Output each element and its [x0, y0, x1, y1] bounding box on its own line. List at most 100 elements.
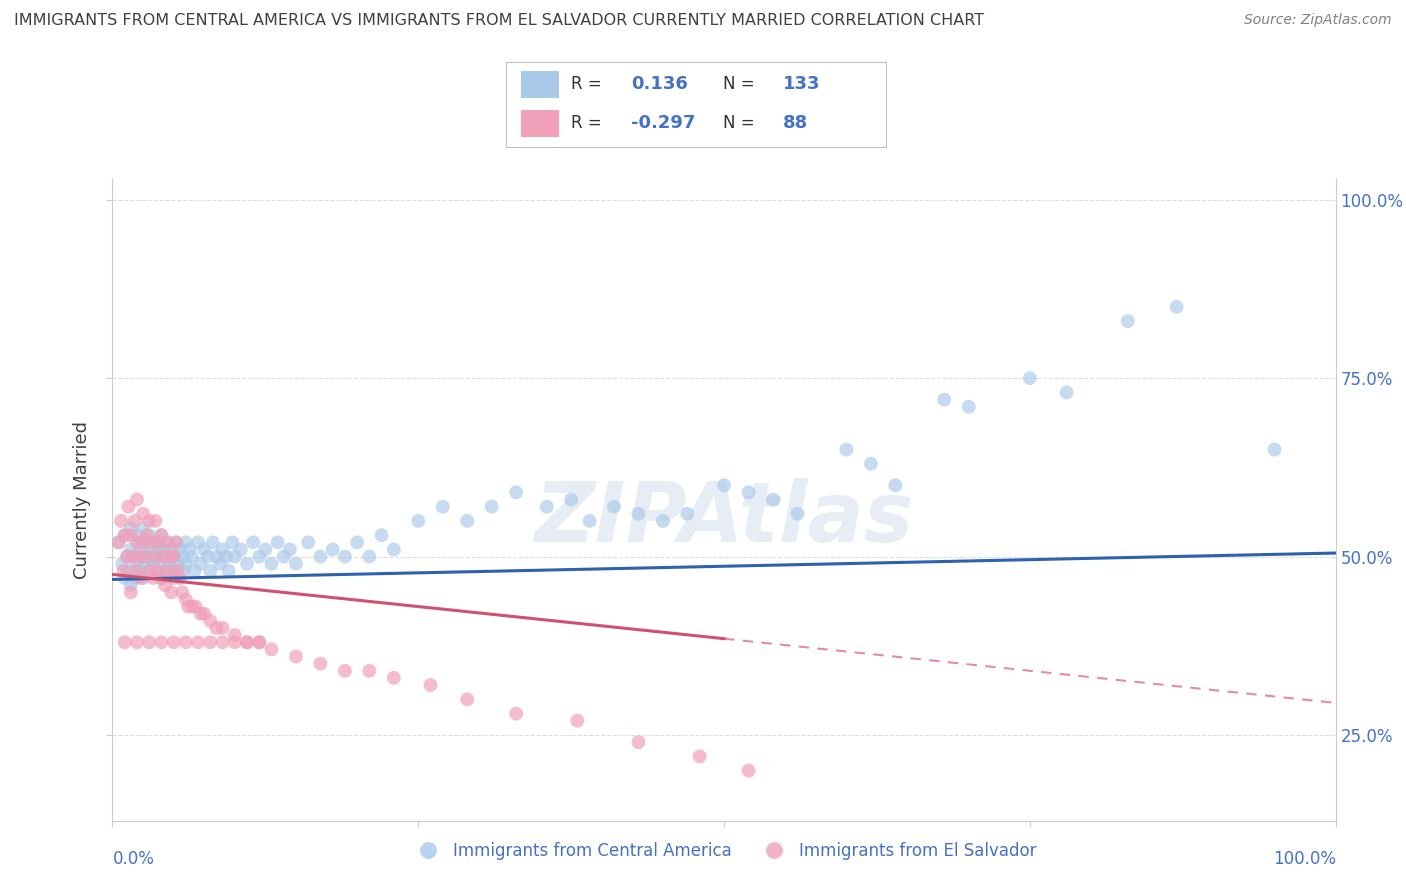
Point [190, 557, 212, 571]
Point [114, 528, 136, 542]
Point [174, 635, 197, 649]
Point [297, 535, 319, 549]
Point [211, 635, 233, 649]
Text: -0.297: -0.297 [631, 114, 696, 132]
Point [934, 392, 956, 407]
Point [242, 535, 264, 549]
Point [172, 564, 194, 578]
Point [193, 542, 215, 557]
Point [150, 528, 173, 542]
Text: IMMIGRANTS FROM CENTRAL AMERICA VS IMMIGRANTS FROM EL SALVADOR CURRENTLY MARRIED: IMMIGRANTS FROM CENTRAL AMERICA VS IMMIG… [14, 13, 984, 29]
Point [762, 492, 785, 507]
Point [1018, 371, 1040, 385]
Point [146, 542, 169, 557]
Point [166, 564, 188, 578]
Point [125, 635, 148, 649]
Point [786, 507, 808, 521]
Point [273, 549, 295, 564]
Point [560, 492, 582, 507]
Point [128, 549, 150, 564]
Point [627, 735, 650, 749]
Point [181, 549, 204, 564]
Point [128, 542, 150, 557]
Text: ZIPAtlas: ZIPAtlas [534, 478, 914, 559]
Point [117, 564, 139, 578]
Point [110, 514, 132, 528]
Text: Source: ZipAtlas.com: Source: ZipAtlas.com [1244, 13, 1392, 28]
Point [150, 549, 173, 564]
Point [150, 571, 173, 585]
Text: R =: R = [571, 76, 607, 94]
Point [201, 535, 224, 549]
Point [138, 635, 160, 649]
Point [224, 628, 246, 642]
Point [859, 457, 882, 471]
Point [266, 535, 288, 549]
Point [737, 764, 759, 778]
Point [143, 535, 166, 549]
Point [153, 564, 176, 578]
Point [713, 478, 735, 492]
Point [432, 500, 454, 514]
Point [135, 535, 157, 549]
Point [132, 535, 155, 549]
Point [370, 528, 392, 542]
Point [112, 564, 135, 578]
Point [211, 542, 233, 557]
Point [224, 635, 246, 649]
Text: N =: N = [723, 76, 759, 94]
Text: 0.0%: 0.0% [112, 849, 155, 868]
Point [183, 564, 205, 578]
Point [505, 485, 527, 500]
Point [567, 714, 589, 728]
Point [627, 507, 650, 521]
Point [456, 514, 478, 528]
Point [150, 528, 173, 542]
Point [260, 557, 283, 571]
Y-axis label: Currently Married: Currently Married [73, 420, 91, 579]
Point [1056, 385, 1078, 400]
Point [254, 542, 277, 557]
Point [205, 621, 228, 635]
Legend: Immigrants from Central America, Immigrants from El Salvador: Immigrants from Central America, Immigra… [405, 836, 1043, 867]
Text: 100.0%: 100.0% [1272, 849, 1336, 868]
Point [157, 557, 180, 571]
Point [153, 578, 176, 592]
Point [120, 521, 142, 535]
Text: 88: 88 [783, 114, 808, 132]
Point [174, 557, 197, 571]
Point [138, 564, 160, 578]
Point [169, 542, 191, 557]
Point [132, 571, 155, 585]
Point [163, 635, 186, 649]
Point [125, 564, 148, 578]
Point [120, 528, 142, 542]
Point [578, 514, 600, 528]
Point [143, 564, 166, 578]
Point [209, 557, 232, 571]
Point [174, 592, 197, 607]
Point [236, 635, 259, 649]
Point [120, 542, 142, 557]
Point [156, 535, 179, 549]
Point [160, 542, 183, 557]
Point [125, 557, 148, 571]
Point [197, 549, 219, 564]
Point [125, 571, 148, 585]
Text: R =: R = [571, 114, 607, 132]
Point [184, 599, 207, 614]
Point [138, 564, 160, 578]
Point [156, 535, 179, 549]
Point [117, 500, 139, 514]
Point [120, 578, 142, 592]
Point [163, 571, 186, 585]
Point [884, 478, 907, 492]
Point [114, 635, 136, 649]
Point [211, 621, 233, 635]
Point [247, 635, 270, 649]
Bar [522, 110, 560, 137]
Point [124, 549, 146, 564]
Point [481, 500, 503, 514]
Point [132, 521, 155, 535]
Point [737, 485, 759, 500]
